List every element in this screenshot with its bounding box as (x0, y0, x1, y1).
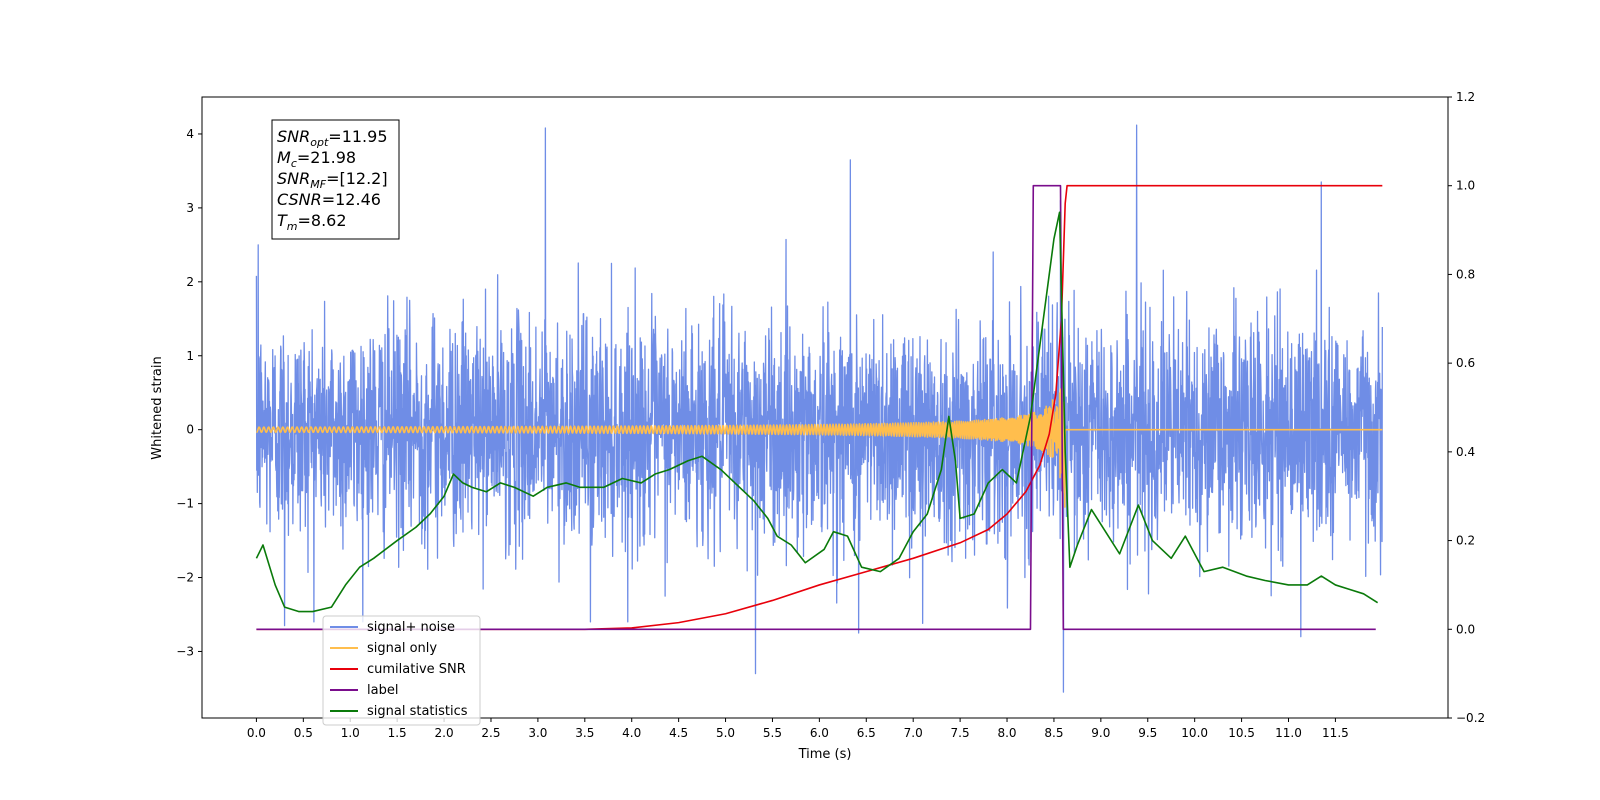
y-right-tick-label: 0.0 (1456, 622, 1475, 636)
plot-frame (201, 96, 1449, 719)
series-line-0 (255, 124, 1383, 693)
y-left-tick-label: 3 (186, 201, 194, 215)
x-tick-label: 8.0 (997, 726, 1016, 740)
y-left-tick-label: −3 (176, 644, 194, 658)
series-layer (255, 124, 1383, 693)
x-tick-label: 3.5 (575, 726, 594, 740)
x-tick-label: 3.0 (528, 726, 547, 740)
series-line-4 (255, 211, 1379, 613)
legend-label: cumilative SNR (367, 662, 466, 677)
legend-label: label (367, 683, 398, 698)
x-tick-label: 11.0 (1275, 726, 1302, 740)
info-line: SNRopt=11.95 (277, 127, 388, 149)
x-tick-label: 4.0 (622, 726, 641, 740)
x-tick-label: 0.0 (247, 726, 266, 740)
x-tick-label: 0.5 (294, 726, 313, 740)
series-line-1 (256, 377, 1383, 508)
y-right-tick-label: 1.2 (1456, 90, 1475, 104)
x-tick-label: 1.5 (388, 726, 407, 740)
x-tick-label: 10.0 (1181, 726, 1208, 740)
y-right-tick-label: 0.6 (1456, 356, 1475, 370)
x-tick-label: 6.0 (810, 726, 829, 740)
legend-label: signal only (367, 641, 437, 656)
y-right-axis: −0.2 0.0 0.2 0.4 0.6 0.8 1.0 1.2 (1448, 90, 1485, 725)
x-tick-label: 4.5 (669, 726, 688, 740)
y-left-tick-label: −1 (176, 497, 194, 511)
x-tick-label: 5.0 (716, 726, 735, 740)
legend-label: signal+ noise (367, 620, 455, 635)
y-right-tick-label: −0.2 (1456, 711, 1485, 725)
y-left-axis-label: Whitened strain (150, 356, 165, 459)
x-tick-label: 6.5 (857, 726, 876, 740)
x-tick-label: 8.5 (1044, 726, 1063, 740)
x-tick-label: 9.0 (1091, 726, 1110, 740)
info-box-frame (271, 119, 400, 240)
x-tick-label: 10.5 (1228, 726, 1255, 740)
legend-label: signal statistics (367, 704, 468, 719)
y-right-tick-label: 0.2 (1456, 534, 1475, 548)
info-line: SNRMF=[12.2] (277, 169, 388, 191)
y-right-tick-label: 0.8 (1456, 267, 1475, 281)
y-left-tick-label: 2 (186, 275, 194, 289)
y-left-tick-label: 0 (186, 423, 194, 437)
x-tick-label: 7.0 (904, 726, 923, 740)
series-line-3 (256, 184, 1376, 631)
x-tick-label: 7.5 (951, 726, 970, 740)
legend: signal+ noise signal only cumilative SNR la… (322, 615, 481, 726)
info-line: Tm=8.62 (277, 211, 347, 233)
x-tick-label: 1.0 (341, 726, 360, 740)
y-left-tick-label: 1 (186, 349, 194, 363)
x-tick-label: 2.5 (481, 726, 500, 740)
x-axis: 0.0 0.5 1.0 1.5 2.0 2.5 3.0 3.5 4.0 4.5 5.0 5.5 6.0 6… (247, 718, 1349, 740)
series-line-2 (256, 184, 1383, 631)
y-right-tick-label: 0.4 (1456, 445, 1475, 459)
y-left-axis: −3 −2 −1 0 1 2 3 4 (176, 127, 202, 658)
y-right-tick-label: 1.0 (1456, 179, 1475, 193)
info-box: SNRopt=11.95Mc=21.98SNRMF=[12.2]CSNR=12.… (271, 119, 400, 240)
info-line: CSNR=12.46 (277, 190, 381, 209)
x-tick-label: 5.5 (763, 726, 782, 740)
x-axis-label: Time (s) (798, 747, 852, 762)
info-line: Mc=21.98 (277, 148, 356, 170)
y-left-tick-label: 4 (186, 127, 194, 141)
legend-frame (322, 615, 481, 726)
x-tick-label: 11.5 (1322, 726, 1349, 740)
x-tick-label: 2.0 (435, 726, 454, 740)
x-tick-label: 9.5 (1138, 726, 1157, 740)
y-left-tick-label: −2 (176, 571, 194, 585)
